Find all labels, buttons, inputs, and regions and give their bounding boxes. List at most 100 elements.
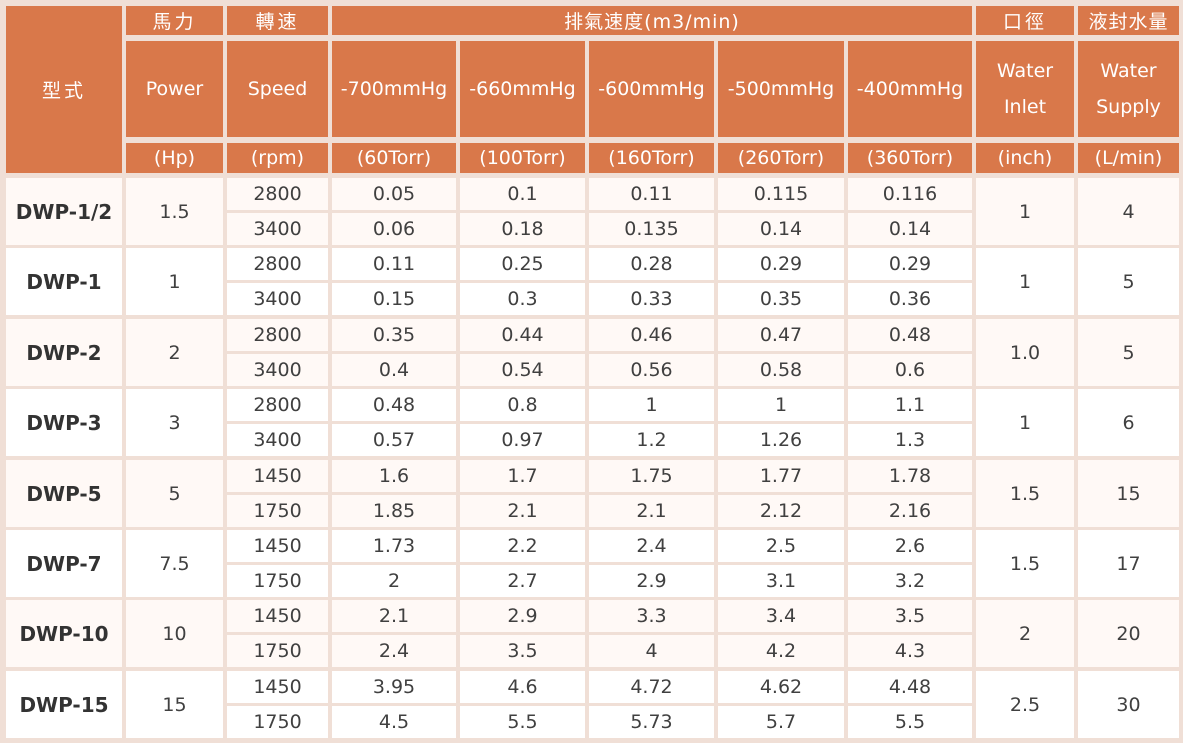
speed-cell: 1750 <box>227 495 328 527</box>
supply-cell: 20 <box>1078 600 1179 667</box>
exhaust-value-cell: 0.1 <box>460 178 585 210</box>
exhaust-value-cell: 0.35 <box>332 319 456 351</box>
speed-cell: 1450 <box>227 600 328 632</box>
speed-cell: 1450 <box>227 671 328 703</box>
speed-cell: 2800 <box>227 178 328 210</box>
model-cell: DWP-1 <box>6 248 122 315</box>
exhaust-value-cell: 0.18 <box>460 213 585 245</box>
header-exhaust-zh: 排氣速度(m3/min) <box>332 6 972 35</box>
speed-cell: 1750 <box>227 635 328 667</box>
header-model: 型式 <box>6 6 122 173</box>
exhaust-value-cell: 0.29 <box>718 248 844 280</box>
exhaust-value-cell: 3.5 <box>848 600 972 632</box>
header-vacuum-400: -400mmHg <box>848 41 972 137</box>
exhaust-value-cell: 2 <box>332 565 456 597</box>
speed-cell: 1450 <box>227 530 328 562</box>
exhaust-value-cell: 4.3 <box>848 635 972 667</box>
power-cell: 2 <box>126 319 223 386</box>
header-torr-360: (360Torr) <box>848 143 972 173</box>
exhaust-value-cell: 1.1 <box>848 389 972 421</box>
exhaust-value-cell: 0.35 <box>718 283 844 315</box>
exhaust-value-cell: 0.97 <box>460 424 585 456</box>
exhaust-value-cell: 3.95 <box>332 671 456 703</box>
exhaust-value-cell: 2.5 <box>718 530 844 562</box>
exhaust-value-cell: 0.05 <box>332 178 456 210</box>
exhaust-value-cell: 2.4 <box>589 530 714 562</box>
exhaust-value-cell: 0.14 <box>848 213 972 245</box>
exhaust-value-cell: 1.2 <box>589 424 714 456</box>
power-cell: 10 <box>126 600 223 667</box>
header-inlet-en-line2: Inlet <box>1003 96 1047 118</box>
exhaust-value-cell: 0.56 <box>589 354 714 386</box>
exhaust-value-cell: 0.11 <box>332 248 456 280</box>
exhaust-value-cell: 0.06 <box>332 213 456 245</box>
exhaust-value-cell: 3.2 <box>848 565 972 597</box>
exhaust-value-cell: 1.73 <box>332 530 456 562</box>
inlet-cell: 2.5 <box>976 671 1074 738</box>
exhaust-value-cell: 0.115 <box>718 178 844 210</box>
exhaust-value-cell: 1.75 <box>589 460 714 492</box>
supply-cell: 5 <box>1078 248 1179 315</box>
header-vacuum-500: -500mmHg <box>718 41 844 137</box>
exhaust-value-cell: 1.7 <box>460 460 585 492</box>
exhaust-value-cell: 4.2 <box>718 635 844 667</box>
speed-cell: 3400 <box>227 354 328 386</box>
header-inlet-unit: (inch) <box>976 143 1074 173</box>
exhaust-value-cell: 0.116 <box>848 178 972 210</box>
header-speed-unit: (rpm) <box>227 143 328 173</box>
exhaust-value-cell: 5.73 <box>589 706 714 738</box>
exhaust-value-cell: 0.29 <box>848 248 972 280</box>
exhaust-value-cell: 0.8 <box>460 389 585 421</box>
model-cell: DWP-1/2 <box>6 178 122 245</box>
model-cell: DWP-7 <box>6 530 122 597</box>
exhaust-value-cell: 4.72 <box>589 671 714 703</box>
header-supply-en-line2: Supply <box>1096 96 1161 118</box>
exhaust-value-cell: 0.33 <box>589 283 714 315</box>
inlet-cell: 2 <box>976 600 1074 667</box>
exhaust-value-cell: 0.48 <box>848 319 972 351</box>
inlet-cell: 1.5 <box>976 460 1074 527</box>
exhaust-value-cell: 0.28 <box>589 248 714 280</box>
power-cell: 1 <box>126 248 223 315</box>
exhaust-value-cell: 0.14 <box>718 213 844 245</box>
exhaust-value-cell: 5.5 <box>460 706 585 738</box>
exhaust-value-cell: 0.135 <box>589 213 714 245</box>
exhaust-value-cell: 1.78 <box>848 460 972 492</box>
supply-cell: 17 <box>1078 530 1179 597</box>
exhaust-value-cell: 4 <box>589 635 714 667</box>
exhaust-value-cell: 2.16 <box>848 495 972 527</box>
supply-cell: 4 <box>1078 178 1179 245</box>
header-supply-unit: (L/min) <box>1078 143 1179 173</box>
exhaust-value-cell: 3.4 <box>718 600 844 632</box>
exhaust-value-cell: 0.4 <box>332 354 456 386</box>
exhaust-value-cell: 2.1 <box>460 495 585 527</box>
header-vacuum-660: -660mmHg <box>460 41 585 137</box>
inlet-cell: 1 <box>976 389 1074 456</box>
speed-cell: 2800 <box>227 389 328 421</box>
exhaust-value-cell: 2.1 <box>332 600 456 632</box>
inlet-cell: 1.5 <box>976 530 1074 597</box>
header-inlet-en: Water Inlet <box>976 41 1074 137</box>
exhaust-value-cell: 2.9 <box>589 565 714 597</box>
exhaust-value-cell: 0.15 <box>332 283 456 315</box>
header-torr-60: (60Torr) <box>332 143 456 173</box>
speed-cell: 2800 <box>227 248 328 280</box>
exhaust-value-cell: 1.85 <box>332 495 456 527</box>
exhaust-value-cell: 1 <box>718 389 844 421</box>
header-inlet-en-line1: Water <box>996 60 1054 82</box>
power-cell: 5 <box>126 460 223 527</box>
model-cell: DWP-5 <box>6 460 122 527</box>
model-cell: DWP-10 <box>6 600 122 667</box>
speed-cell: 3400 <box>227 424 328 456</box>
header-vacuum-600: -600mmHg <box>589 41 714 137</box>
exhaust-value-cell: 4.5 <box>332 706 456 738</box>
exhaust-value-cell: 1.26 <box>718 424 844 456</box>
header-power-zh: 馬力 <box>126 6 223 35</box>
exhaust-value-cell: 0.57 <box>332 424 456 456</box>
exhaust-value-cell: 2.2 <box>460 530 585 562</box>
power-cell: 3 <box>126 389 223 456</box>
speed-cell: 2800 <box>227 319 328 351</box>
speed-cell: 3400 <box>227 213 328 245</box>
exhaust-value-cell: 2.4 <box>332 635 456 667</box>
exhaust-value-cell: 0.46 <box>589 319 714 351</box>
